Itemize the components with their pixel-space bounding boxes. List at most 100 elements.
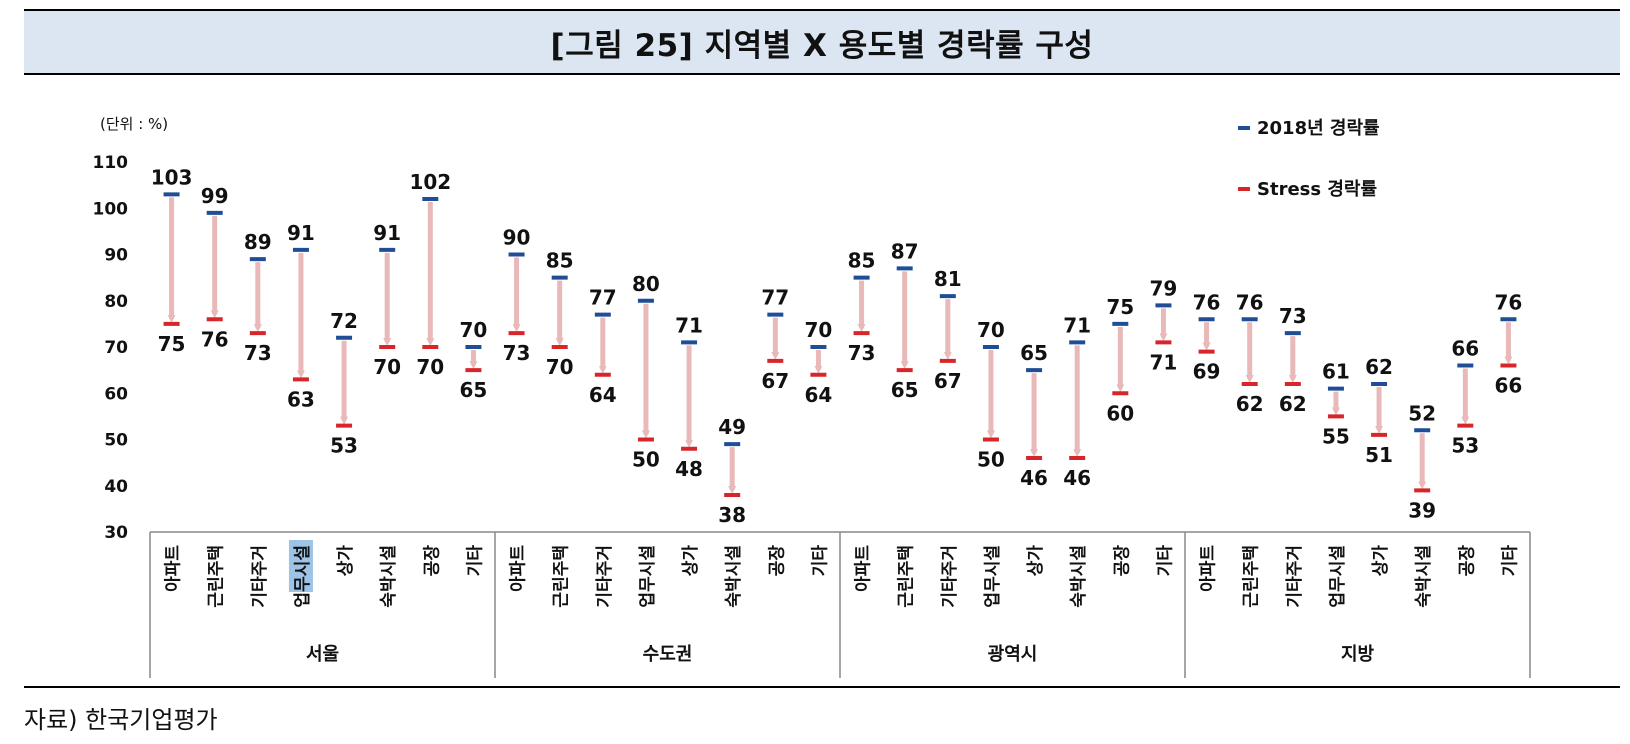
region-label: 수도권 — [643, 644, 693, 665]
category-label: 기타주거 — [1285, 545, 1305, 608]
category-label: 기타 — [810, 545, 830, 577]
stress-value-label: 53 — [330, 434, 358, 458]
stress-value-label: 48 — [675, 457, 703, 481]
region-label: 지방 — [1341, 644, 1375, 665]
base-value-label: 76 — [1193, 290, 1221, 314]
stress-value-label: 65 — [460, 378, 488, 402]
category-label: 업무시설 — [1328, 545, 1348, 608]
stress-value-label: 65 — [891, 378, 919, 402]
category-label: 상가 — [1371, 545, 1391, 577]
stress-value-label: 50 — [977, 448, 1005, 472]
base-value-label: 66 — [1451, 337, 1479, 361]
legend-base-label: 2018년 경락률 — [1257, 118, 1380, 139]
stress-value-label: 71 — [1150, 350, 1178, 374]
stress-value-label: 62 — [1279, 392, 1307, 416]
stress-value-label: 51 — [1365, 443, 1393, 467]
stress-value-label: 62 — [1236, 392, 1264, 416]
source-note: 자료) 한국기업평가 — [24, 706, 218, 734]
category-label: 근린주택 — [552, 545, 572, 608]
base-value-label: 76 — [1495, 290, 1523, 314]
category-label: 숙박시설 — [379, 545, 399, 608]
y-tick-label: 80 — [104, 292, 128, 312]
stress-value-label: 70 — [373, 355, 401, 379]
category-label: 아파트 — [854, 545, 874, 592]
category-label: 공장 — [1457, 545, 1477, 577]
stress-value-label: 64 — [589, 383, 617, 407]
category-label: 기타 — [1155, 545, 1175, 577]
y-tick-label: 50 — [104, 431, 128, 451]
stress-value-label: 53 — [1451, 434, 1479, 458]
bottom-rule — [24, 686, 1620, 688]
region-label: 서울 — [306, 644, 339, 665]
base-value-label: 80 — [632, 272, 660, 296]
base-value-label: 99 — [201, 184, 229, 208]
base-value-label: 75 — [1106, 295, 1134, 319]
y-tick-label: 90 — [104, 246, 128, 266]
base-value-label: 71 — [1063, 313, 1091, 337]
stress-value-label: 76 — [201, 327, 229, 351]
category-label: 공장 — [422, 545, 442, 577]
base-value-label: 79 — [1150, 276, 1178, 300]
stress-value-label: 46 — [1020, 466, 1048, 490]
category-label: 공장 — [1112, 545, 1132, 577]
stress-value-label: 67 — [761, 369, 789, 393]
category-label: 상가 — [336, 545, 356, 577]
base-value-label: 70 — [805, 318, 833, 342]
base-value-label: 70 — [977, 318, 1005, 342]
category-label: 상가 — [681, 545, 701, 577]
base-value-label: 76 — [1236, 290, 1264, 314]
base-value-label: 89 — [244, 230, 272, 254]
category-label: 숙박시설 — [1069, 545, 1089, 608]
stress-value-label: 60 — [1106, 401, 1134, 425]
category-label: 근린주택 — [1242, 545, 1262, 608]
title-bar: [그림 25] 지역별 X 용도별 경락률 구성 — [24, 9, 1620, 75]
stress-value-label: 64 — [805, 383, 833, 407]
stress-value-label: 50 — [632, 448, 660, 472]
base-value-label: 71 — [675, 313, 703, 337]
stress-value-label: 38 — [718, 503, 746, 527]
base-value-label: 91 — [287, 221, 315, 245]
stress-value-label: 70 — [416, 355, 444, 379]
legend-stress-label: Stress 경락률 — [1257, 179, 1377, 200]
category-label: 아파트 — [1199, 545, 1219, 592]
stress-value-label: 67 — [934, 369, 962, 393]
category-label: 기타 — [1500, 545, 1520, 577]
stress-value-label: 73 — [848, 341, 876, 365]
y-tick-label: 110 — [93, 153, 129, 173]
stress-value-label: 73 — [244, 341, 272, 365]
category-label: 숙박시설 — [1414, 545, 1434, 608]
base-value-label: 103 — [151, 165, 193, 189]
category-highlight — [288, 540, 313, 592]
stress-value-label: 55 — [1322, 424, 1350, 448]
stress-value-label: 75 — [158, 332, 186, 356]
stress-value-label: 73 — [503, 341, 531, 365]
base-value-label: 85 — [546, 249, 574, 273]
stress-value-label: 70 — [546, 355, 574, 379]
base-value-label: 91 — [373, 221, 401, 245]
stress-value-label: 69 — [1193, 360, 1221, 384]
category-label: 기타주거 — [940, 545, 960, 608]
base-value-label: 87 — [891, 239, 919, 263]
base-value-label: 77 — [589, 286, 617, 310]
base-value-label: 102 — [409, 170, 451, 194]
y-tick-label: 40 — [104, 477, 128, 497]
base-value-label: 52 — [1408, 401, 1436, 425]
y-tick-label: 60 — [104, 384, 128, 404]
category-label: 기타주거 — [595, 545, 615, 608]
stress-value-label: 63 — [287, 387, 315, 411]
base-value-label: 65 — [1020, 341, 1048, 365]
chart-title: [그림 25] 지역별 X 용도별 경락률 구성 — [550, 27, 1094, 64]
category-label: 공장 — [767, 545, 787, 577]
category-label: 기타주거 — [250, 545, 270, 608]
base-value-label: 62 — [1365, 355, 1393, 379]
y-tick-label: 70 — [104, 338, 128, 358]
stress-value-label: 39 — [1408, 498, 1436, 522]
category-label: 업무시설 — [293, 545, 313, 608]
category-label: 숙박시설 — [724, 545, 744, 608]
base-value-label: 81 — [934, 267, 962, 291]
category-label: 업무시설 — [983, 545, 1003, 608]
base-value-label: 73 — [1279, 304, 1307, 328]
category-label: 업무시설 — [638, 545, 658, 608]
base-value-label: 70 — [460, 318, 488, 342]
